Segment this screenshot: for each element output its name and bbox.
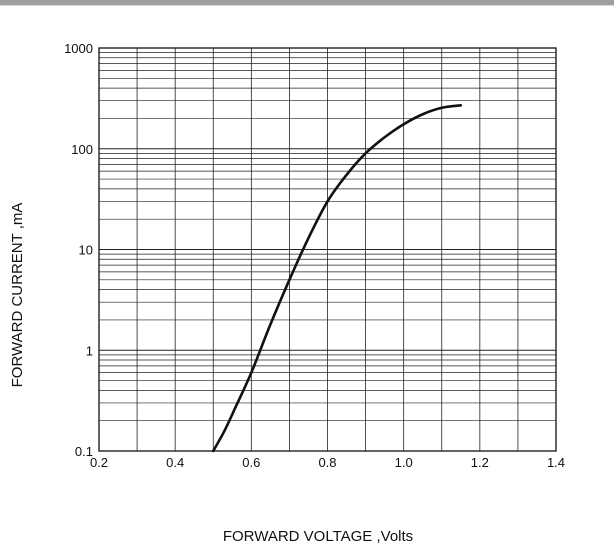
x-tick-labels: 0.2 0.4 0.6 0.8 1.0 1.2 1.4 <box>90 455 565 470</box>
x-tick-label: 1.2 <box>471 455 489 470</box>
y-tick-labels: 0.1 1 10 100 1000 <box>64 41 93 459</box>
y-tick-label: 0.1 <box>75 444 93 459</box>
x-tick-label: 1.4 <box>547 455 565 470</box>
x-tick-label: 0.6 <box>242 455 260 470</box>
x-tick-label: 0.2 <box>90 455 108 470</box>
y-tick-label: 1 <box>86 343 93 358</box>
y-axis-title: FORWARD CURRENT ,mA <box>9 203 26 388</box>
y-tick-label: 10 <box>79 243 93 258</box>
x-axis-title: FORWARD VOLTAGE ,Volts <box>223 528 413 545</box>
x-tick-label: 1.0 <box>395 455 413 470</box>
x-tick-label: 0.8 <box>318 455 336 470</box>
grid <box>98 47 557 452</box>
forward-current-curve <box>211 103 463 453</box>
top-border <box>0 0 614 6</box>
y-tick-label: 1000 <box>64 41 93 56</box>
y-tick-label: 100 <box>71 142 93 157</box>
series-layer <box>211 103 463 453</box>
plot-frame <box>98 47 557 452</box>
x-tick-label: 0.4 <box>166 455 184 470</box>
